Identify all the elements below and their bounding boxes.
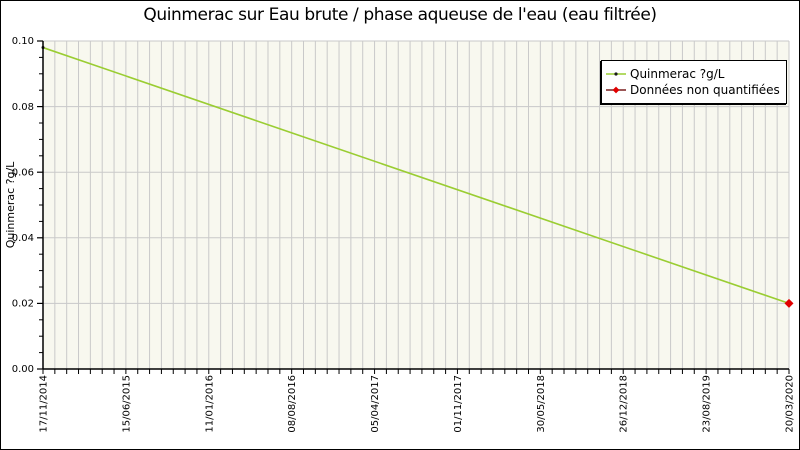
x-tick-label: 08/08/2016 (287, 375, 298, 433)
x-tick-label: 20/03/2020 (785, 375, 796, 433)
non-quantified-diamond (784, 298, 794, 308)
x-tick-label: 01/11/2017 (453, 375, 464, 433)
y-tick-label: 0.06 (12, 167, 34, 178)
x-tick-label: 15/06/2015 (121, 375, 132, 433)
non-quantified-marker-icon (606, 86, 626, 94)
series-marker-icon (606, 72, 626, 76)
x-tick-label: 17/11/2014 (39, 375, 50, 433)
legend-item-label: Quinmerac ?g/L (630, 66, 725, 81)
legend-item-label: Données non quantifiées (630, 83, 780, 98)
legend-item: Données non quantifiées (605, 83, 784, 97)
x-tick-label: 05/04/2017 (370, 375, 381, 433)
y-tick-label: 0.10 (12, 36, 34, 47)
x-tick-label: 11/01/2016 (204, 375, 215, 433)
legend-item: Quinmerac ?g/L (605, 67, 784, 81)
y-tick-label: 0.04 (12, 233, 34, 244)
series-line (42, 46, 790, 305)
x-tick-label: 26/12/2018 (619, 375, 630, 433)
legend: Quinmerac ?g/L Données non quantifiées (601, 60, 787, 104)
x-tick-label: 23/08/2019 (702, 375, 713, 433)
chart-title: Quinmerac sur Eau brute / phase aqueuse … (143, 5, 657, 25)
y-tick-label: 0.00 (12, 364, 34, 375)
y-tick-label: 0.02 (12, 299, 34, 310)
x-tick-label: 30/05/2018 (536, 375, 547, 433)
y-tick-label: 0.08 (12, 102, 34, 113)
y-axis-title: Quinmerac ?g/L (4, 161, 17, 248)
